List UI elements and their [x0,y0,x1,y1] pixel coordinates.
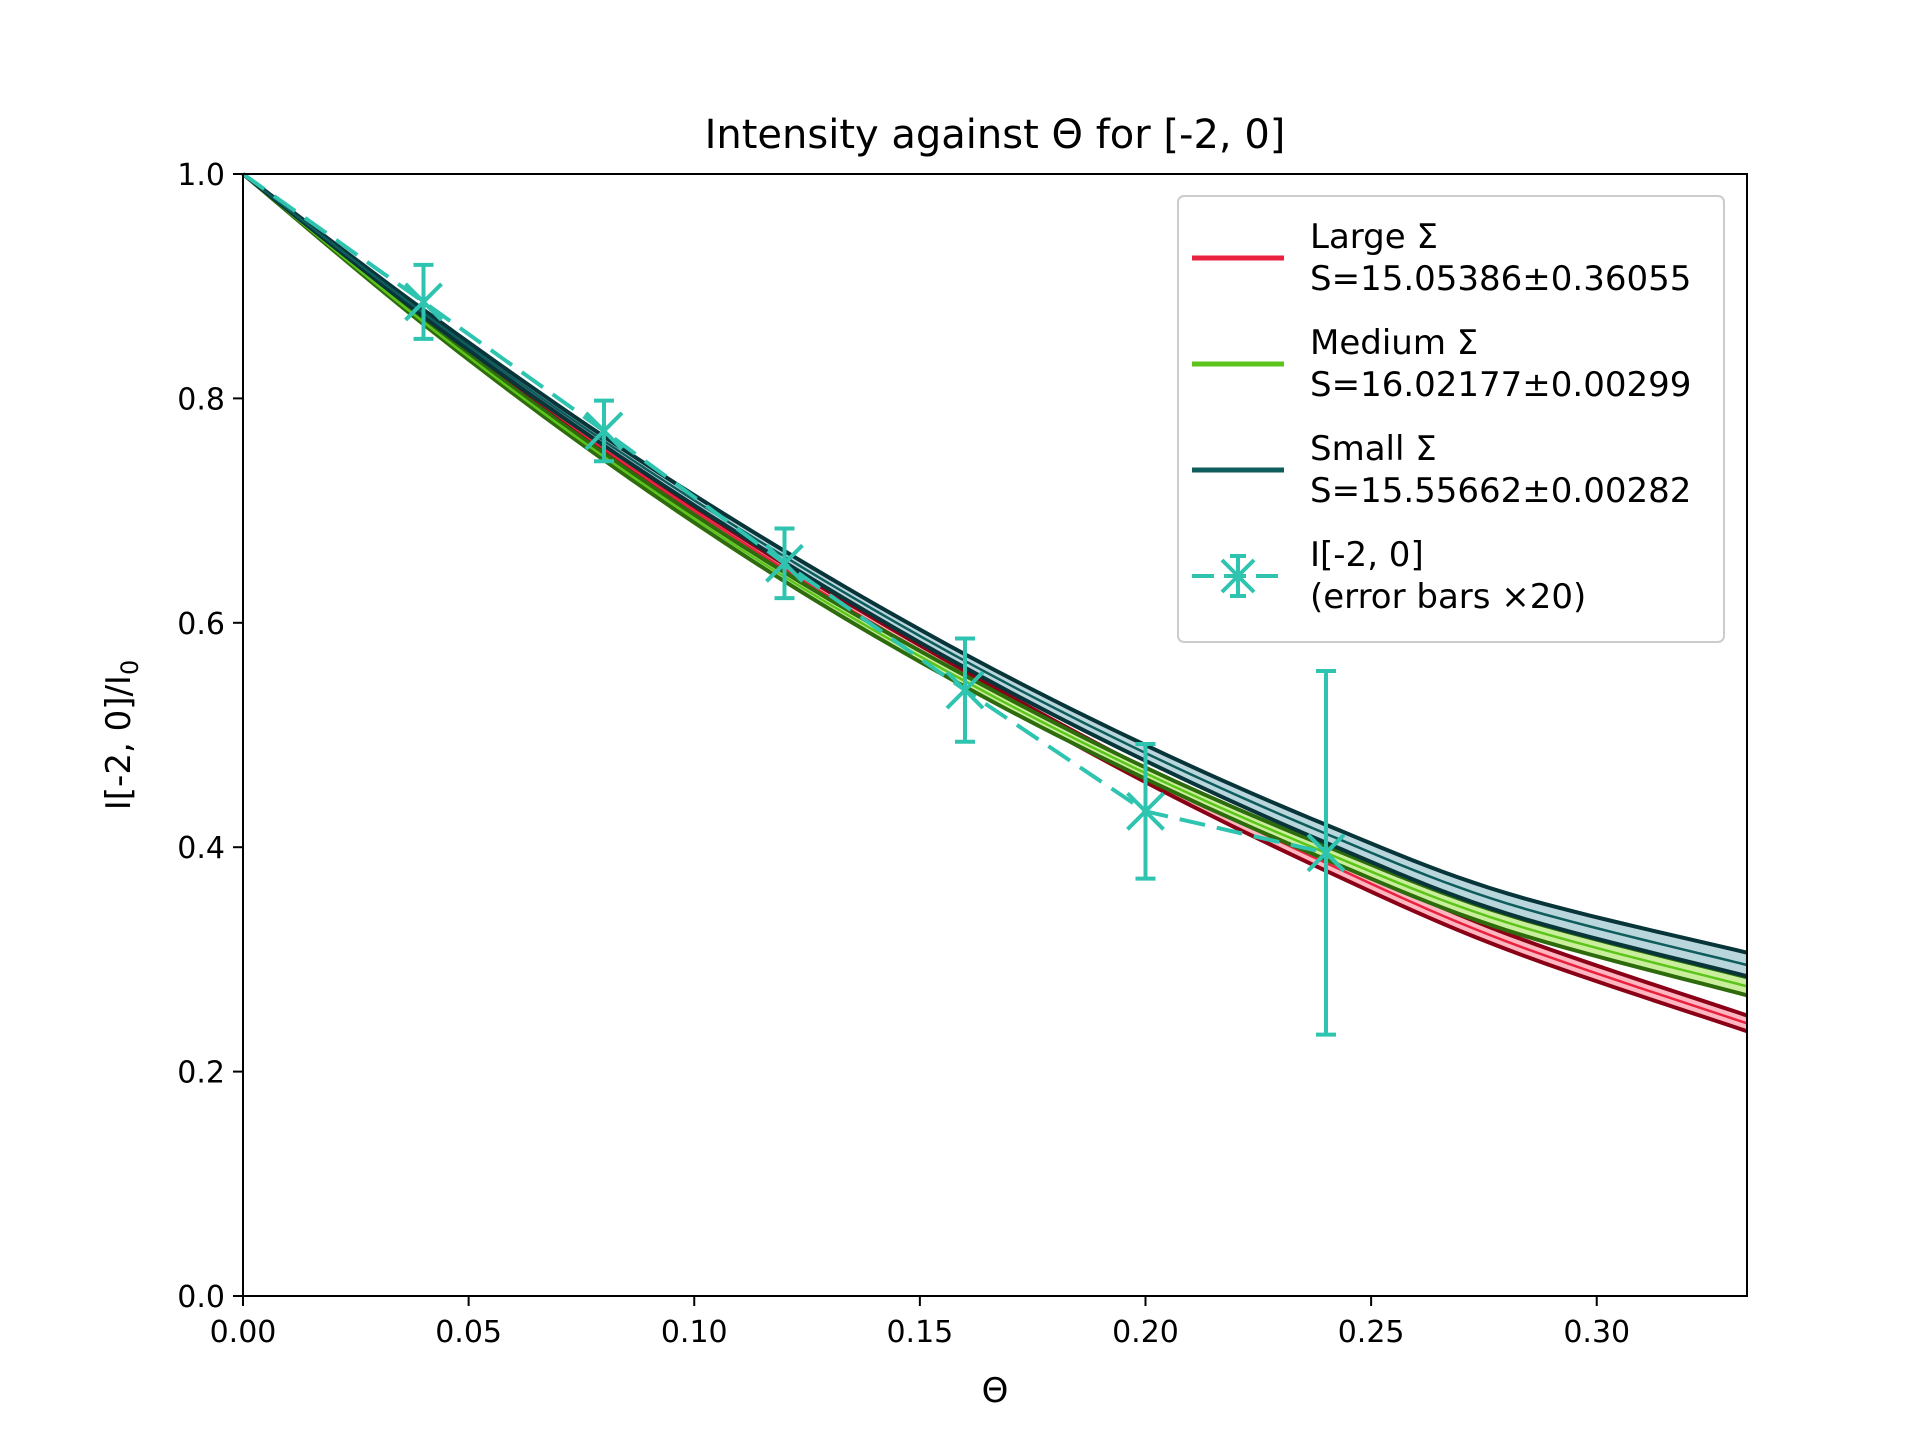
data-marker-x [584,411,624,451]
legend-entry-data: I[-2, 0](error bars ×20) [1192,535,1586,617]
legend-sublabel-data: (error bars ×20) [1310,577,1586,617]
legend-entry-small: Small ΣS=15.55662±0.00282 [1192,429,1691,511]
x-tick-label: 0.10 [661,1315,728,1350]
y-axis-ticks: 0.0 0.2 0.4 0.6 0.8 1.0 [177,158,243,1315]
legend-entry-medium: Medium ΣS=16.02177±0.00299 [1192,323,1691,405]
y-tick-label: 0.6 [177,607,225,642]
legend-label-medium: Medium Σ [1310,323,1478,363]
x-tick-label: 0.20 [1112,1315,1179,1350]
legend-swatch-marker-x [1220,558,1256,594]
y-axis-label-subscript: 0 [116,660,144,675]
y-tick-label: 0.0 [177,1280,225,1315]
data-marker-x [765,543,804,583]
data-marker-x [1126,791,1165,831]
legend-sublabel-small: S=15.55662±0.00282 [1310,471,1691,511]
legend-sublabel-medium: S=16.02177±0.00299 [1310,365,1691,405]
x-tick-label: 0.00 [210,1315,277,1350]
x-tick-label: 0.05 [435,1315,502,1350]
legend-label-large: Large Σ [1310,217,1438,257]
data-line [241,172,1327,855]
legend: Large ΣS=15.05386±0.36055 Medium ΣS=16.02… [1177,195,1725,643]
data-point [404,262,443,341]
data-point [945,636,985,744]
plot-frame [242,173,1748,1297]
y-tick-label: 1.0 [177,158,225,193]
legend-entry-large: Large ΣS=15.05386±0.36055 [1192,217,1691,299]
y-tick-label: 0.2 [177,1056,225,1091]
x-axis-ticks: 0.00 0.05 0.10 0.15 0.20 0.25 0.30 [210,1296,1630,1350]
x-tick-label: 0.25 [1338,1315,1405,1350]
y-axis-label-main: I[-2, 0]/I [99,675,139,810]
data-point [584,398,624,464]
chart-title: Intensity against Θ for [-2, 0] [705,112,1286,158]
data-point [765,526,804,601]
x-axis-label: Θ [982,1371,1009,1411]
y-tick-label: 0.8 [177,382,225,417]
legend-box [1177,195,1725,643]
data-marker-x [1306,833,1346,873]
x-tick-label: 0.30 [1563,1315,1630,1350]
legend-label-data: I[-2, 0] [1310,535,1424,575]
x-tick-label: 0.15 [886,1315,953,1350]
data-point [1306,669,1346,1037]
legend-sublabel-large: S=15.05386±0.36055 [1310,259,1691,299]
y-tick-label: 0.4 [177,831,225,866]
legend-label-small: Small Σ [1310,429,1437,469]
data-marker-x [404,282,443,322]
measured-data [241,172,1346,1037]
data-point [1126,741,1165,881]
y-axis-label: I[-2, 0]/I0 [99,660,144,810]
data-marker-x [945,670,985,710]
